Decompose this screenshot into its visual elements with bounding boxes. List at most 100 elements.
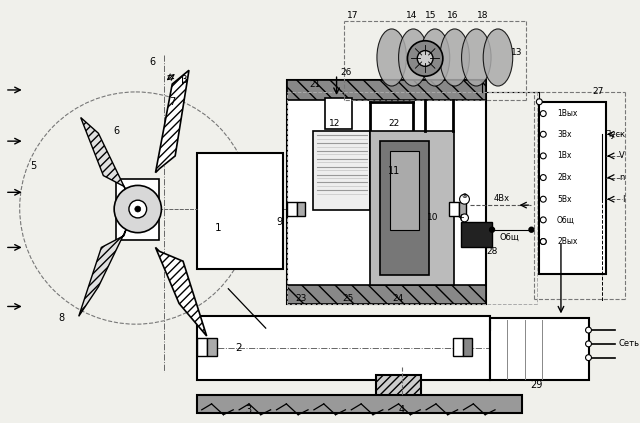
Bar xyxy=(461,222,492,247)
Ellipse shape xyxy=(461,29,491,86)
Bar xyxy=(197,316,490,380)
Text: 12: 12 xyxy=(329,119,340,128)
Ellipse shape xyxy=(377,29,406,86)
Bar xyxy=(287,202,297,216)
Circle shape xyxy=(114,185,161,233)
Bar xyxy=(324,98,352,129)
Circle shape xyxy=(540,111,546,116)
Polygon shape xyxy=(79,230,126,316)
Text: Сеть: Сеть xyxy=(618,339,639,349)
Circle shape xyxy=(536,99,542,105)
Text: 18: 18 xyxy=(476,11,488,19)
Text: 26: 26 xyxy=(340,68,352,77)
Circle shape xyxy=(490,227,495,232)
Text: n: n xyxy=(620,173,625,182)
Circle shape xyxy=(529,227,534,232)
Text: Пуск: Пуск xyxy=(604,130,625,139)
Text: 17: 17 xyxy=(347,11,358,19)
Text: 25: 25 xyxy=(342,294,354,303)
Text: 29: 29 xyxy=(530,380,543,390)
Circle shape xyxy=(540,239,546,244)
Bar xyxy=(390,151,419,230)
Text: 3: 3 xyxy=(245,405,251,415)
Bar xyxy=(540,102,606,274)
Circle shape xyxy=(586,341,591,347)
Bar xyxy=(449,202,459,216)
Ellipse shape xyxy=(483,29,513,86)
Text: 15: 15 xyxy=(426,11,436,19)
Bar xyxy=(287,285,486,305)
Text: I: I xyxy=(623,195,625,204)
Bar xyxy=(287,80,486,305)
Circle shape xyxy=(460,194,469,204)
Circle shape xyxy=(417,51,433,66)
Bar xyxy=(380,141,429,275)
Text: 11: 11 xyxy=(388,166,400,176)
Text: 6: 6 xyxy=(150,58,156,67)
Bar xyxy=(197,338,207,356)
Text: 5Вх: 5Вх xyxy=(557,195,572,204)
Text: β: β xyxy=(180,75,188,85)
Circle shape xyxy=(135,206,141,212)
Circle shape xyxy=(540,196,546,202)
Bar xyxy=(376,375,421,405)
Bar xyxy=(287,200,299,218)
Text: 4Вх: 4Вх xyxy=(494,194,510,203)
Text: 8: 8 xyxy=(58,313,64,323)
Polygon shape xyxy=(156,70,189,173)
Text: 5: 5 xyxy=(30,161,36,171)
Circle shape xyxy=(586,327,591,333)
Polygon shape xyxy=(81,118,126,190)
Bar xyxy=(313,131,370,210)
Circle shape xyxy=(540,239,546,244)
Bar xyxy=(370,131,454,285)
Circle shape xyxy=(461,214,468,222)
Text: 14: 14 xyxy=(406,11,417,19)
Circle shape xyxy=(540,175,546,181)
Polygon shape xyxy=(156,247,207,336)
Text: 6: 6 xyxy=(113,126,119,136)
Circle shape xyxy=(408,41,443,76)
Ellipse shape xyxy=(440,29,469,86)
Bar xyxy=(197,153,284,269)
Ellipse shape xyxy=(399,29,428,86)
Bar xyxy=(490,318,589,380)
Text: 21: 21 xyxy=(309,80,321,88)
Text: 23: 23 xyxy=(296,294,307,303)
Bar xyxy=(207,338,216,356)
Text: V: V xyxy=(619,151,625,160)
Circle shape xyxy=(586,355,591,360)
Text: +: + xyxy=(457,213,464,222)
Text: 16: 16 xyxy=(447,11,458,19)
Bar xyxy=(299,200,311,218)
Text: 2: 2 xyxy=(235,343,241,353)
Text: Общ: Общ xyxy=(557,215,575,224)
Bar xyxy=(197,395,522,413)
Circle shape xyxy=(540,217,546,223)
Text: ⊗: ⊗ xyxy=(461,193,467,199)
Text: 1Вх: 1Вх xyxy=(557,151,572,160)
Text: 7: 7 xyxy=(169,97,175,107)
Bar xyxy=(459,202,467,216)
Text: 4: 4 xyxy=(399,405,404,415)
Text: 2Вых: 2Вых xyxy=(557,237,577,246)
Bar xyxy=(116,179,159,239)
Text: 24: 24 xyxy=(392,294,403,303)
Circle shape xyxy=(129,200,147,218)
Text: 1Вых: 1Вых xyxy=(557,109,577,118)
Text: 22: 22 xyxy=(388,119,399,128)
Bar xyxy=(463,338,472,356)
Text: 3Вх: 3Вх xyxy=(557,130,572,139)
Bar xyxy=(297,202,305,216)
Text: Общ: Общ xyxy=(500,233,520,242)
Text: 2Вх: 2Вх xyxy=(557,173,572,182)
Circle shape xyxy=(540,131,546,137)
Text: 27: 27 xyxy=(593,88,604,96)
Text: 10: 10 xyxy=(428,213,439,222)
Text: 13: 13 xyxy=(511,48,522,57)
Text: 28: 28 xyxy=(486,247,498,256)
Circle shape xyxy=(540,153,546,159)
Bar xyxy=(452,338,463,356)
Text: 9: 9 xyxy=(276,217,282,227)
Bar xyxy=(287,80,486,100)
